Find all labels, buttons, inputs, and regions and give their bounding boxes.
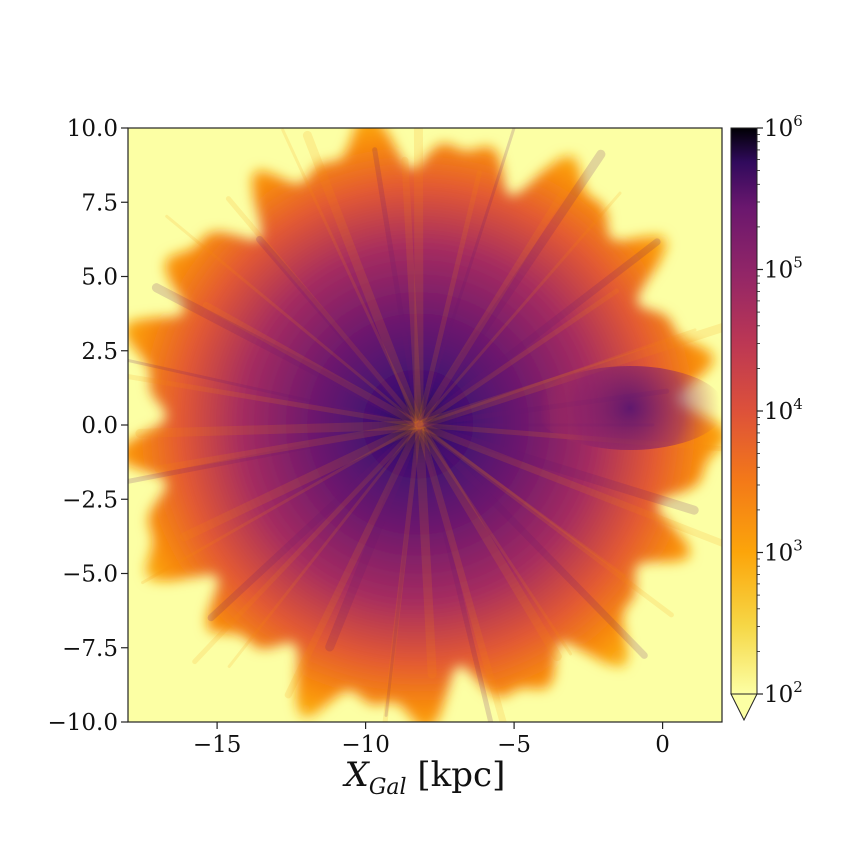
- ray-streak: [165, 214, 421, 427]
- y-tick-label: 5.0: [81, 265, 118, 291]
- y-tick-label: −5.0: [62, 562, 118, 588]
- ray-streak: [302, 130, 424, 430]
- ray-streak: [128, 374, 422, 428]
- x-tick-label: −10: [341, 732, 390, 758]
- y-tick-label: 7.5: [81, 190, 118, 216]
- ray-streak: [416, 288, 620, 428]
- ray-streak: [417, 423, 573, 656]
- ray-streak: [179, 420, 424, 542]
- ray-streak: [415, 421, 648, 659]
- ray-streak: [414, 420, 437, 679]
- ray-streak: [384, 423, 421, 717]
- y-ticks: 10.0 7.5 5.0 2.5 0.0 −2.5 −5.0 −7.5 −10.0: [48, 116, 128, 736]
- ray-streak: [413, 128, 424, 430]
- ray-streak: [417, 191, 622, 427]
- x-axis-label: XGal [kpc]: [342, 755, 506, 800]
- y-tick-label: 0.0: [81, 413, 118, 439]
- colorbar-tick-label: 102: [764, 678, 803, 708]
- ray-streak: [227, 423, 421, 668]
- y-tick-label: −2.5: [62, 487, 118, 513]
- ray-streak: [415, 180, 573, 429]
- secondary-density-feature: [535, 366, 722, 450]
- ray-streak: [202, 301, 423, 429]
- y-tick-label: 10.0: [67, 116, 118, 142]
- ray-streak: [382, 422, 422, 722]
- ray-streak: [207, 421, 423, 622]
- colorbar-fill: [731, 128, 757, 694]
- colorbar-tick-label: 103: [764, 537, 803, 567]
- ray-streak: [415, 421, 722, 547]
- ray-streak: [192, 422, 422, 665]
- x-tick-label: −15: [193, 732, 242, 758]
- ray-streak: [401, 156, 423, 429]
- colorbar-tick-label: 104: [764, 395, 803, 425]
- colorbar-ticks: 106 105 104 103 102: [757, 112, 803, 708]
- colorbar-tick-label: 105: [764, 254, 803, 284]
- ray-streak: [414, 420, 699, 515]
- x-tick-label: −5: [497, 732, 531, 758]
- ray-streak: [414, 149, 606, 430]
- ray-streak: [154, 421, 423, 473]
- ray-streak: [128, 422, 422, 484]
- ray-streak: [151, 283, 424, 430]
- ray-streak: [141, 423, 421, 585]
- density-region: [128, 128, 722, 722]
- ray-streak: [416, 422, 494, 722]
- ray-streak: [225, 196, 422, 428]
- ray-streak: [372, 147, 422, 428]
- colorbar-extend-triangle: [730, 693, 758, 722]
- ray-streaks: [128, 128, 722, 722]
- y-tick-label: 2.5: [81, 339, 118, 365]
- x-tick-label: 0: [655, 732, 670, 758]
- colorbar: 106 105 104 103 102: [730, 112, 803, 722]
- ray-streak: [416, 422, 674, 618]
- ray-streak: [281, 128, 421, 427]
- ray-streak: [414, 420, 562, 661]
- ray-streak: [284, 421, 423, 699]
- ray-streak: [417, 128, 516, 427]
- y-tick-label: −7.5: [62, 636, 118, 662]
- ray-streak: [325, 420, 424, 652]
- plot-area: −15 −10 −5 0 10.0 7.5 5.0 2.5 0.0 −2.5 −5.0 −7.5 −1…: [48, 116, 723, 758]
- ray-streak: [417, 423, 626, 578]
- x-ticks: −15 −10 −5 0: [193, 722, 670, 758]
- y-tick-label: −10.0: [48, 710, 118, 736]
- colorbar-tick-label: 106: [764, 112, 803, 142]
- ray-streak: [416, 170, 482, 428]
- ray-streak: [256, 235, 423, 429]
- ray-streak: [135, 420, 424, 438]
- ray-streak: [415, 421, 507, 722]
- ray-streak: [417, 328, 697, 427]
- ray-streak: [128, 358, 421, 427]
- ray-streak: [415, 238, 661, 429]
